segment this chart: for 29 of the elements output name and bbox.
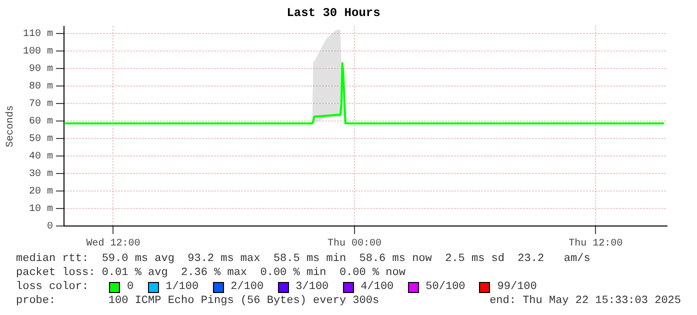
- y-tick-label: 90 m: [28, 64, 54, 76]
- y-tick-label: 60 m: [28, 116, 54, 128]
- y-tick-label: 70 m: [28, 99, 54, 110]
- y-tick-label: 0: [46, 222, 54, 233]
- y-tick-label: 80 m: [28, 82, 54, 93]
- legend-title: loss color:: [16, 280, 90, 294]
- text: median rtt: 59.0 ms avg 93.2 ms max 58.5 ms min 58.6 ms now 2.5 ms sd 23.2 am/s: [16, 252, 592, 266]
- chart-title: Last 30 Hours: [286, 6, 380, 20]
- y-tick-label: 30 m: [28, 169, 54, 180]
- legend-label: 50/100: [426, 280, 466, 294]
- text: probe: 100 ICMP Echo Pings (56 Bytes) every 300s: [16, 294, 380, 308]
- y-axis-title: Seconds: [4, 105, 17, 148]
- legend-label: 1/100: [166, 280, 199, 294]
- legend-label: 0: [127, 280, 134, 294]
- legend-label: 3/100: [296, 280, 329, 294]
- legend-label: 4/100: [360, 280, 394, 294]
- x-tick-label: Wed 12:00: [86, 238, 140, 250]
- y-tick-label: 110 m: [22, 29, 54, 40]
- text: end: Thu May 22 15:33:03 2025: [490, 294, 681, 308]
- x-tick-label: Thu 00:00: [327, 238, 382, 250]
- y-tick-label: 20 m: [28, 186, 54, 198]
- y-tick-label: 10 m: [28, 204, 54, 216]
- y-tick-label: 50 m: [28, 134, 54, 146]
- x-tick-label: Thu 12:00: [568, 238, 623, 250]
- legend-label: 99/100: [497, 280, 537, 294]
- text: packet loss: 0.01 % avg 2.36 % max 0.00 % min 0.00 % now: [16, 266, 406, 280]
- legend-label: 2/100: [230, 280, 264, 294]
- y-tick-label: 40 m: [28, 152, 54, 163]
- y-tick-label: 100 m: [22, 46, 54, 58]
